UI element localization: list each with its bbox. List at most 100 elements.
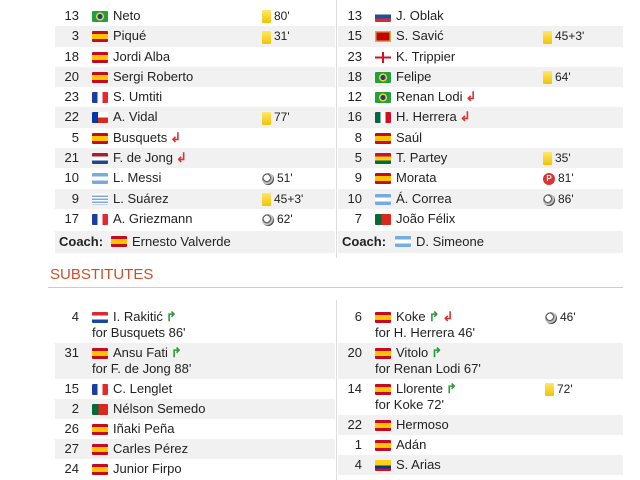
player-name-link[interactable]: Iñaki Peña xyxy=(113,419,174,439)
player-name[interactable]: Morata xyxy=(396,170,437,186)
player-name-link[interactable]: Nélson Semedo xyxy=(113,399,206,419)
player-name[interactable]: Vitolo xyxy=(396,345,429,360)
substitute-row[interactable]: 27 Carles Pérez xyxy=(55,439,335,459)
substitute-row[interactable]: 1 Adán xyxy=(338,435,623,455)
player-name-link[interactable]: F. de Jong ↲ xyxy=(113,148,187,168)
substitute-row[interactable]: 6 Koke ↱ ↲ for H. Herrera 46' 46' xyxy=(338,307,623,343)
player-row[interactable]: 18 Jordi Alba xyxy=(55,47,335,67)
player-row[interactable]: 10 Á. Correa 86' xyxy=(338,188,623,209)
player-name[interactable]: Neto xyxy=(113,8,141,23)
player-name-link[interactable]: Morata xyxy=(396,168,436,188)
player-row[interactable]: 23 S. Umtiti xyxy=(55,87,335,107)
player-row[interactable]: 9 L. Suárez 45+3' xyxy=(55,188,335,209)
player-name-link[interactable]: Llorente ↱ xyxy=(396,379,457,399)
player-name[interactable]: Busquets xyxy=(113,129,168,145)
player-name-link[interactable]: Felipe xyxy=(396,67,431,87)
player-row[interactable]: 3 Piqué 31' xyxy=(55,26,335,47)
player-row[interactable]: 17 A. Griezmann 62' xyxy=(55,209,335,229)
player-name[interactable]: A. Vidal xyxy=(113,109,158,125)
player-name[interactable]: Hermoso xyxy=(396,417,449,432)
player-name-link[interactable]: I. Rakitić ↱ xyxy=(113,307,177,327)
player-row[interactable]: 18 Felipe 64' xyxy=(338,66,623,88)
player-name[interactable]: Felipe xyxy=(396,68,432,84)
player-name-link[interactable]: Busquets ↲ xyxy=(113,128,181,148)
player-name[interactable]: Nélson Semedo xyxy=(113,401,206,416)
substitute-row[interactable]: 31 Ansu Fati ↱ for F. de Jong 88' xyxy=(55,343,335,379)
player-row[interactable]: 20 Sergi Roberto xyxy=(55,66,335,88)
player-name[interactable]: Sergi Roberto xyxy=(113,68,194,84)
substitute-row[interactable]: 2 Nélson Semedo xyxy=(55,399,335,419)
player-name-link[interactable]: Renan Lodi ↲ xyxy=(396,87,476,107)
coach-name[interactable]: Ernesto Valverde xyxy=(132,234,231,250)
player-name[interactable]: Koke xyxy=(396,309,426,324)
player-name[interactable]: L. Suárez xyxy=(113,190,169,206)
player-row[interactable]: 16 H. Herrera ↲ xyxy=(338,107,623,128)
player-name-link[interactable]: C. Lenglet xyxy=(113,379,172,399)
player-name[interactable]: João Félix xyxy=(396,210,456,226)
player-name-link[interactable]: Junior Firpo xyxy=(113,459,182,479)
player-row[interactable]: 5 Busquets ↲ xyxy=(55,128,335,148)
player-name-link[interactable]: Adán xyxy=(396,435,426,455)
player-row[interactable]: 10 L. Messi 51' xyxy=(55,168,335,188)
substitute-row[interactable]: 14 Llorente ↱ for Koke 72' 72' xyxy=(338,379,623,415)
player-row[interactable]: 15 S. Savić 45+3' xyxy=(338,26,623,47)
player-name[interactable]: Saúl xyxy=(396,129,423,145)
player-name[interactable]: S. Arias xyxy=(396,457,441,472)
player-name-link[interactable]: A. Vidal xyxy=(113,107,158,127)
player-row[interactable]: 13 Neto 80' xyxy=(55,6,335,26)
player-row[interactable]: 5 T. Partey 35' xyxy=(338,148,623,169)
player-name-link[interactable]: Hermoso xyxy=(396,415,449,435)
player-name-link[interactable]: S. Savić xyxy=(396,26,444,46)
player-name[interactable]: J. Oblak xyxy=(396,8,444,23)
player-name[interactable]: Adán xyxy=(396,437,427,452)
player-name-link[interactable]: João Félix xyxy=(396,209,455,229)
player-name[interactable]: Piqué xyxy=(113,28,147,44)
player-row[interactable]: 8 Saúl xyxy=(338,128,623,148)
player-name-link[interactable]: H. Herrera ↲ xyxy=(396,107,471,127)
player-row[interactable]: 12 Renan Lodi ↲ xyxy=(338,87,623,107)
player-name-link[interactable]: Saúl xyxy=(396,128,422,148)
player-name[interactable]: Renan Lodi xyxy=(396,89,463,105)
player-name[interactable]: C. Lenglet xyxy=(113,381,173,396)
player-name[interactable]: H. Herrera xyxy=(396,109,457,125)
player-name[interactable]: Iñaki Peña xyxy=(113,421,175,436)
player-row[interactable]: 23 K. Trippier xyxy=(338,47,623,67)
player-name-link[interactable]: Ansu Fati ↱ xyxy=(113,343,182,363)
player-name-link[interactable]: Sergi Roberto xyxy=(113,67,193,87)
player-name[interactable]: L. Messi xyxy=(113,170,162,186)
player-name[interactable]: Jordi Alba xyxy=(113,48,171,64)
player-name[interactable]: S. Savić xyxy=(396,28,444,44)
player-name[interactable]: Ansu Fati xyxy=(113,345,168,360)
player-name[interactable]: Junior Firpo xyxy=(113,461,182,476)
player-name[interactable]: Carles Pérez xyxy=(113,441,189,456)
player-name-link[interactable]: Jordi Alba xyxy=(113,47,170,67)
player-row[interactable]: 13 J. Oblak xyxy=(338,6,623,26)
substitute-row[interactable]: 24 Junior Firpo xyxy=(55,459,335,479)
player-name[interactable]: A. Griezmann xyxy=(113,210,193,226)
player-name-link[interactable]: S. Arias xyxy=(396,455,441,475)
player-name-link[interactable]: T. Partey xyxy=(396,148,447,168)
player-row[interactable]: 21 F. de Jong ↲ xyxy=(55,148,335,169)
player-name-link[interactable]: L. Messi xyxy=(113,168,161,188)
substitute-row[interactable]: 22 Hermoso xyxy=(338,415,623,435)
player-name[interactable]: F. de Jong xyxy=(113,150,173,166)
player-name-link[interactable]: Á. Correa xyxy=(396,189,452,209)
player-name-link[interactable]: K. Trippier xyxy=(396,47,455,67)
player-name[interactable]: K. Trippier xyxy=(396,48,456,64)
substitute-row[interactable]: 20 Vitolo ↱ for Renan Lodi 67' xyxy=(338,343,623,379)
substitute-row[interactable]: 4 S. Arias xyxy=(338,455,623,475)
substitute-row[interactable]: 15 C. Lenglet xyxy=(55,379,335,399)
player-name[interactable]: S. Umtiti xyxy=(113,89,163,105)
player-name-link[interactable]: Piqué xyxy=(113,26,146,46)
player-name-link[interactable]: Neto xyxy=(113,6,140,26)
player-name-link[interactable]: Vitolo ↱ xyxy=(396,343,442,363)
player-row[interactable]: 22 A. Vidal 77' xyxy=(55,107,335,128)
player-name-link[interactable]: A. Griezmann xyxy=(113,209,192,229)
player-row[interactable]: 7 João Félix xyxy=(338,209,623,229)
coach-name[interactable]: D. Simeone xyxy=(416,234,484,250)
player-name[interactable]: I. Rakitić xyxy=(113,309,163,324)
player-name[interactable]: Á. Correa xyxy=(396,190,452,206)
substitute-row[interactable]: 4 I. Rakitić ↱ for Busquets 86' xyxy=(55,307,335,343)
player-name-link[interactable]: J. Oblak xyxy=(396,6,444,26)
player-row[interactable]: 9 Morata P 81' xyxy=(338,168,623,188)
